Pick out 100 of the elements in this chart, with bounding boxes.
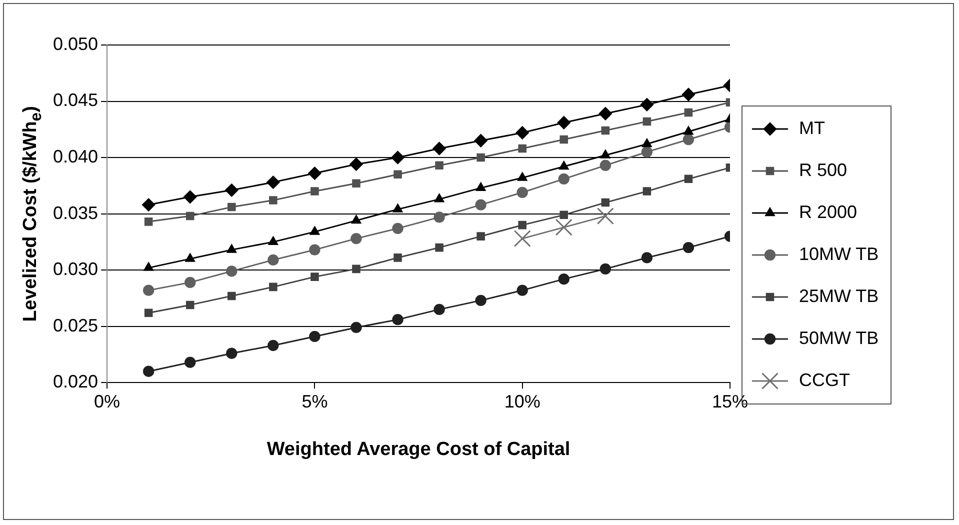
point (558, 173, 570, 185)
point (642, 138, 652, 148)
point (142, 284, 154, 296)
y-tick-label: 0.040 (52, 146, 98, 166)
point (601, 126, 610, 135)
point (392, 204, 403, 212)
point (352, 264, 360, 274)
point (350, 322, 362, 334)
point (268, 254, 279, 266)
point (434, 212, 445, 223)
point (682, 134, 694, 146)
point (392, 314, 404, 326)
legend-label: R 500 (798, 160, 848, 180)
point (226, 348, 238, 359)
point (144, 262, 154, 271)
point (350, 158, 363, 171)
point (518, 220, 526, 230)
legend-label: 25MW TB (798, 286, 879, 306)
point (642, 117, 652, 126)
point (558, 160, 569, 170)
point (352, 179, 360, 188)
point (184, 190, 197, 204)
point (432, 142, 446, 156)
point (642, 187, 652, 196)
point (226, 244, 237, 253)
point (310, 226, 320, 235)
point (514, 230, 531, 248)
point (682, 88, 696, 102)
point (558, 273, 570, 285)
point (516, 126, 529, 140)
point (394, 254, 402, 262)
point (475, 199, 486, 210)
point (476, 232, 485, 240)
point (684, 108, 693, 117)
point (309, 244, 320, 256)
point (394, 170, 402, 179)
y-tick-label: 0.050 (52, 34, 98, 54)
y-tick-label: 0.030 (52, 259, 98, 280)
x-axis-title: Weighted Average Cost of Capital (266, 438, 570, 460)
point (682, 242, 694, 254)
point (598, 107, 612, 120)
x-tick-label: 10% (504, 391, 540, 412)
point (640, 98, 654, 112)
point (308, 166, 322, 180)
point (185, 253, 196, 262)
point (434, 194, 444, 202)
point (269, 196, 278, 204)
point (184, 356, 196, 368)
point (641, 252, 653, 264)
point (516, 284, 528, 296)
point (266, 176, 280, 189)
point (142, 198, 156, 212)
point (560, 210, 568, 220)
point (309, 330, 320, 342)
legend-label: 10MW TB (798, 244, 879, 264)
point (600, 263, 612, 275)
point (557, 116, 570, 130)
point (268, 236, 278, 246)
point (268, 340, 279, 352)
point (600, 160, 612, 172)
x-tick-label: 5% (302, 391, 328, 412)
point (641, 146, 653, 158)
point (596, 208, 614, 225)
point (226, 266, 238, 277)
point (269, 282, 278, 292)
y-tick-label: 0.020 (52, 372, 98, 392)
point (516, 186, 528, 198)
point (434, 304, 445, 316)
point (600, 150, 610, 158)
y-tick-label: 0.025 (52, 315, 98, 336)
point (186, 300, 194, 310)
point (351, 214, 362, 224)
x-tick-label: 15% (712, 391, 748, 412)
point (560, 135, 568, 144)
legend-label: CCGT (798, 370, 850, 390)
point (310, 272, 319, 281)
point (518, 144, 526, 153)
point (225, 184, 238, 197)
point (684, 126, 694, 135)
point (555, 218, 572, 236)
point (391, 150, 404, 164)
point (517, 172, 528, 181)
point (475, 294, 486, 306)
point (310, 187, 319, 196)
point (184, 276, 196, 288)
legend-label: 50MW TB (798, 328, 879, 348)
y-tick-label: 0.045 (52, 90, 98, 110)
point (474, 134, 488, 148)
point (435, 243, 444, 252)
point (228, 292, 236, 300)
point (144, 218, 153, 226)
point (142, 366, 154, 377)
point (144, 308, 153, 317)
point (684, 174, 693, 184)
point (476, 153, 485, 162)
point (435, 161, 444, 170)
point (228, 202, 236, 212)
x-tick-label: 0% (94, 391, 120, 412)
point (350, 232, 362, 244)
point (476, 182, 486, 192)
